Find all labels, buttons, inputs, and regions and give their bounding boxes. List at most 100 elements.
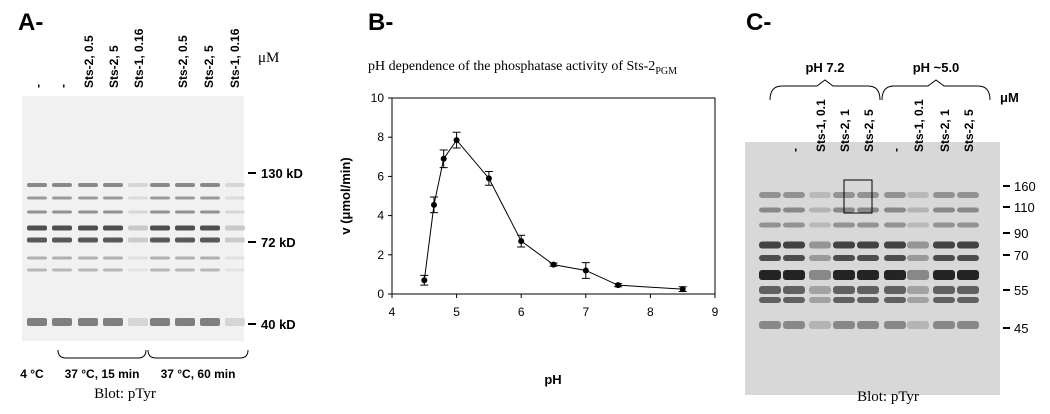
band <box>809 241 831 249</box>
band <box>103 225 123 231</box>
band <box>833 222 855 228</box>
lane-label: Sts-2, 5 <box>107 45 121 88</box>
marker-label: 55 <box>1014 283 1028 298</box>
band <box>933 286 955 294</box>
unit: μM <box>1000 90 1019 105</box>
band <box>759 270 781 280</box>
data-point <box>582 267 589 274</box>
band <box>809 297 831 303</box>
data-point <box>453 137 460 144</box>
band <box>52 318 72 326</box>
y-tick-label: 2 <box>377 248 384 262</box>
blot <box>22 96 244 341</box>
band <box>809 270 831 280</box>
band <box>150 196 170 200</box>
band <box>103 268 123 272</box>
band <box>78 196 98 200</box>
band <box>103 210 123 214</box>
band <box>857 297 879 303</box>
x-tick-label: 9 <box>712 305 719 319</box>
data-point <box>679 286 686 293</box>
lane-label: Sts-1, 0.1 <box>912 99 926 152</box>
condition-label: 37 °C, 60 min <box>161 367 236 381</box>
band <box>175 268 195 272</box>
band <box>150 256 170 260</box>
y-tick-label: 8 <box>377 130 384 144</box>
band <box>225 210 245 214</box>
x-tick-label: 6 <box>518 305 525 319</box>
band <box>957 192 979 198</box>
band <box>200 210 220 214</box>
band <box>759 192 781 198</box>
lane-label: - <box>889 148 903 152</box>
band <box>200 196 220 200</box>
band <box>27 268 47 272</box>
band <box>27 237 47 243</box>
band <box>783 286 805 294</box>
panel-label: C- <box>746 9 771 36</box>
caption: Blot: pTyr <box>857 389 919 405</box>
band <box>809 207 831 213</box>
data-point <box>430 201 437 208</box>
blot-bands <box>27 183 245 326</box>
data-point <box>421 277 428 284</box>
lane-label: Sts-2, 5 <box>862 109 876 152</box>
band <box>759 207 781 213</box>
unit: μM <box>258 50 279 66</box>
band <box>52 196 72 200</box>
lane-label: Sts-2, 5 <box>962 109 976 152</box>
lane-label: - <box>788 148 802 152</box>
bracket <box>769 79 881 101</box>
band <box>225 196 245 200</box>
band <box>809 192 831 198</box>
x-tick-label: 8 <box>647 305 654 319</box>
blot-bands <box>759 192 979 329</box>
band <box>128 318 148 326</box>
lane-label: Sts-2, 0.5 <box>176 35 190 88</box>
band <box>907 321 929 329</box>
band <box>809 222 831 228</box>
panel-label: B- <box>368 9 393 36</box>
data-point <box>615 282 622 289</box>
band <box>783 207 805 213</box>
band <box>884 286 906 294</box>
band <box>225 225 245 231</box>
band <box>759 286 781 294</box>
bracket <box>57 349 147 359</box>
band <box>809 255 831 261</box>
band <box>857 222 879 228</box>
band <box>833 270 855 280</box>
band <box>175 256 195 260</box>
band <box>759 241 781 249</box>
marker-label: 72 kD <box>261 235 296 250</box>
band <box>907 286 929 294</box>
band <box>200 318 220 326</box>
band <box>27 225 47 231</box>
band <box>933 270 955 280</box>
band <box>857 207 879 213</box>
band <box>128 210 148 214</box>
data-point <box>550 261 557 268</box>
band <box>783 192 805 198</box>
band <box>150 318 170 326</box>
lane-label: - <box>31 84 45 88</box>
x-tick-label: 7 <box>582 305 589 319</box>
marker-label: 45 <box>1014 321 1028 336</box>
band <box>27 318 47 326</box>
band <box>857 321 879 329</box>
band <box>957 207 979 213</box>
highlight-box <box>843 179 873 214</box>
marker-label: 130 kD <box>261 166 303 181</box>
band <box>833 321 855 329</box>
band <box>957 255 979 261</box>
band <box>933 255 955 261</box>
band <box>150 183 170 187</box>
band <box>884 207 906 213</box>
band <box>759 222 781 228</box>
group-label: pH 7.2 <box>805 60 844 75</box>
bracket <box>147 349 249 359</box>
band <box>809 321 831 329</box>
band <box>809 286 831 294</box>
band <box>957 321 979 329</box>
band <box>200 237 220 243</box>
